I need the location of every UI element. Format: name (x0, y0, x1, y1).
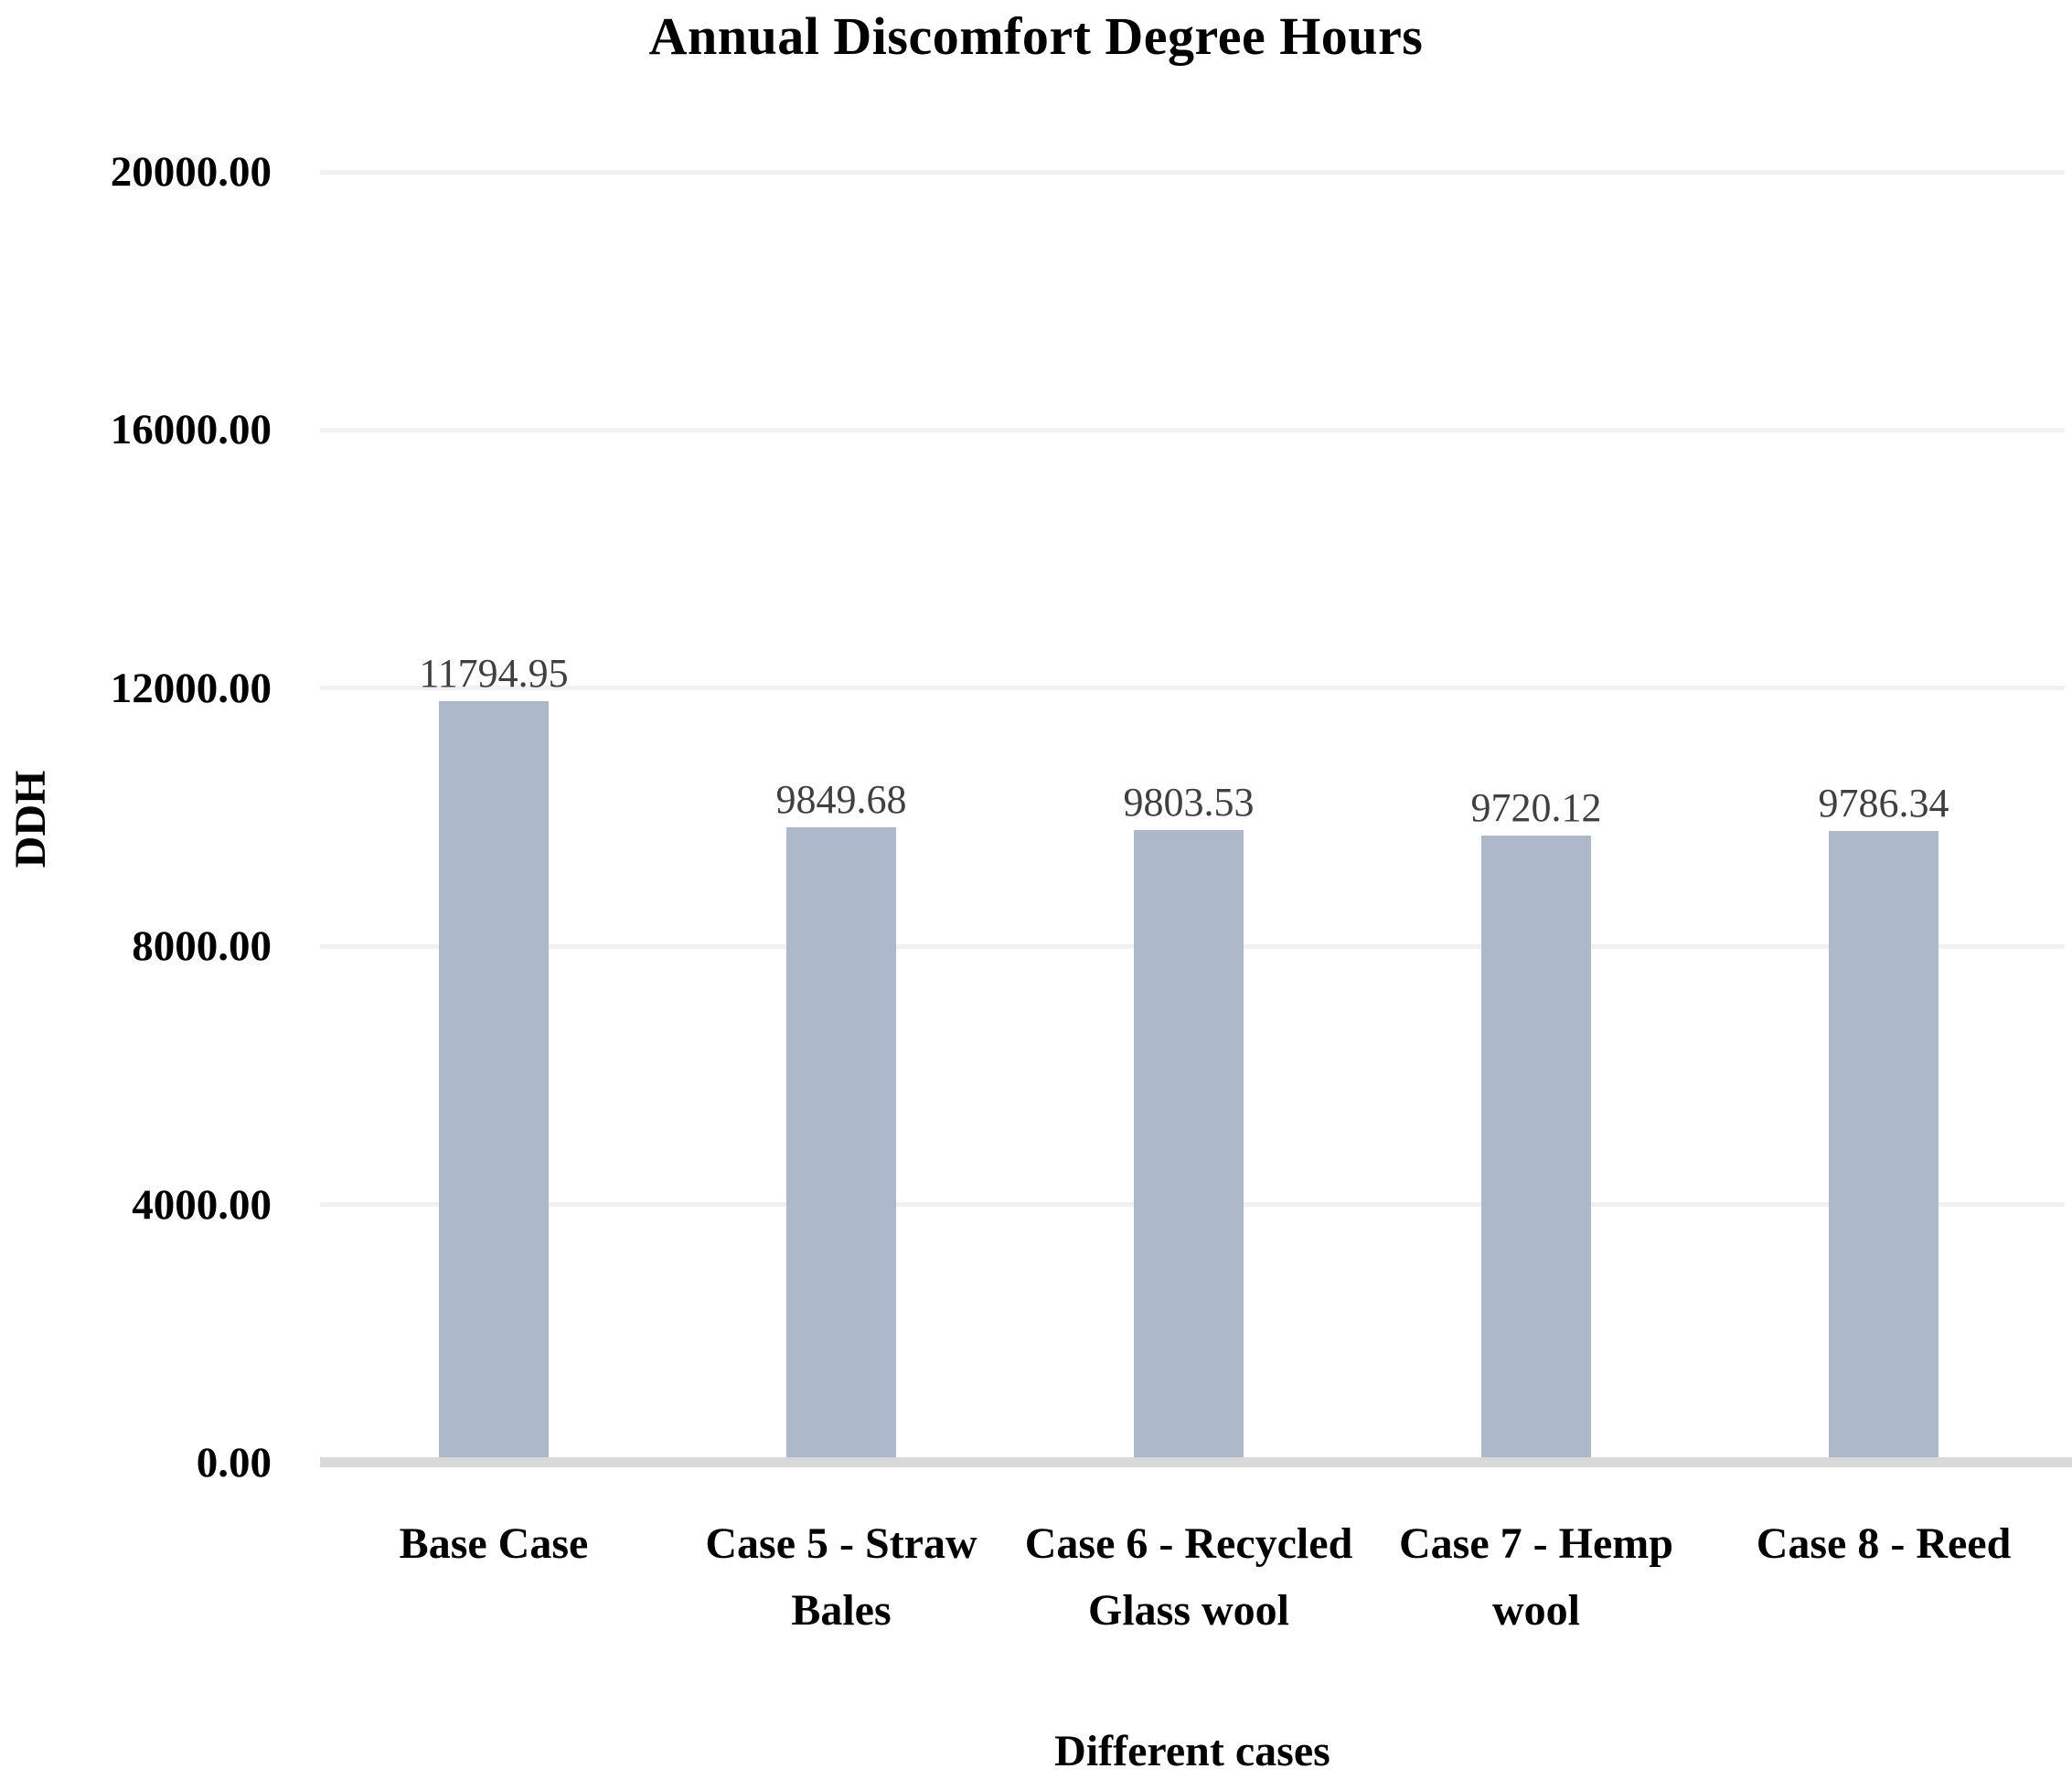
bar (1134, 829, 1244, 1457)
gridline (320, 169, 2065, 175)
bar-value-label: 9849.68 (775, 776, 907, 822)
x-axis-category-label: Case 5 - Straw Bales (705, 1519, 977, 1635)
bar (439, 701, 549, 1457)
y-axis-tick-label: 20000.00 (110, 148, 272, 196)
y-axis-title: DDH (6, 770, 55, 868)
gridline (320, 686, 2065, 691)
y-axis-tick-label: 8000.00 (132, 922, 272, 971)
bar-value-label: 9803.53 (1123, 779, 1255, 825)
x-axis-category-label: Case 6 - Recycled Glass wool (1024, 1519, 1353, 1635)
x-axis-category-label: Base Case (399, 1519, 589, 1568)
bar (786, 826, 896, 1457)
y-axis-tick-label: 16000.00 (110, 406, 272, 454)
bar-value-label: 11794.95 (419, 651, 569, 697)
chart-title: Annual Discomfort Degree Hours (648, 6, 1424, 66)
x-axis-title: Different cases (1054, 1727, 1330, 1775)
bar-value-label: 9786.34 (1818, 781, 1949, 826)
bar (1481, 835, 1591, 1457)
y-axis-tick-label: 12000.00 (110, 664, 272, 712)
bar (1829, 831, 1938, 1457)
x-axis-category-label: Case 8 - Reed (1756, 1519, 2012, 1568)
y-axis-tick-label: 4000.00 (132, 1180, 272, 1229)
x-axis-category-label: Case 7 - Hemp wool (1399, 1519, 1673, 1635)
y-axis-tick-label: 0.00 (196, 1439, 272, 1486)
gridline (320, 427, 2065, 432)
x-axis-line (320, 1457, 2072, 1467)
bar-value-label: 9720.12 (1470, 784, 1602, 830)
